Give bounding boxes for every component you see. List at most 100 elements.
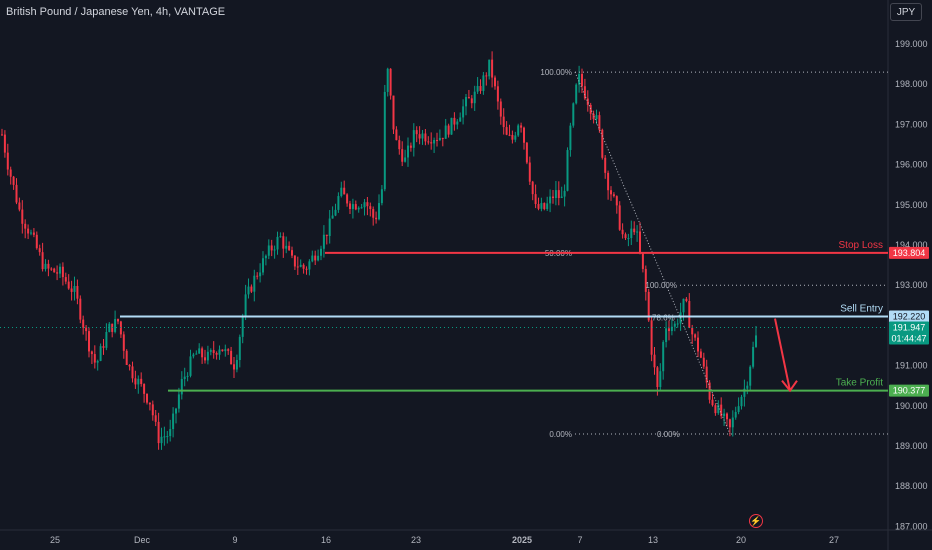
candle-body <box>560 196 563 199</box>
candle-body <box>409 145 412 148</box>
candle-body <box>334 209 337 216</box>
candle-body <box>183 376 186 380</box>
candle-body <box>61 266 64 278</box>
price-tick-label: 189.000 <box>895 441 928 451</box>
candle-body <box>668 328 670 332</box>
candle-body <box>262 258 264 273</box>
candle-body <box>627 238 630 240</box>
candle-body <box>456 121 459 125</box>
candle-body <box>256 275 259 277</box>
lightning-icon[interactable]: ⚡ <box>749 514 763 528</box>
candle-body <box>691 327 694 335</box>
candle-body <box>601 129 604 158</box>
candle-body <box>32 232 35 235</box>
candle-body <box>453 117 456 125</box>
candle-body <box>105 331 108 348</box>
candle-body <box>96 360 99 363</box>
candle-body <box>59 266 61 274</box>
candle-body <box>528 162 531 182</box>
candle-body <box>343 187 346 195</box>
fib-b-label: 0.00% <box>657 430 680 439</box>
candle-body <box>401 149 404 162</box>
candle-body <box>418 134 421 139</box>
candle-body <box>250 286 253 292</box>
candle-body <box>296 266 299 268</box>
candle-body <box>398 140 401 150</box>
fib-a-label: 100.00% <box>540 68 572 77</box>
candle-body <box>412 130 415 148</box>
candle-body <box>723 413 726 417</box>
currency-button[interactable]: JPY <box>890 3 922 21</box>
candle-body <box>421 133 424 139</box>
candle-body <box>656 367 659 388</box>
candle-body <box>322 234 325 249</box>
candle-body <box>549 196 552 204</box>
candle-body <box>444 125 447 139</box>
candle-body <box>511 135 514 140</box>
sell-entry-badge <box>889 310 929 323</box>
candle-body <box>554 190 557 198</box>
candle-body <box>569 125 572 151</box>
candle-body <box>566 150 569 191</box>
candle-body <box>624 234 627 239</box>
candle-body <box>465 97 467 107</box>
candle-body <box>586 98 589 105</box>
take-profit-badge-text: 190.377 <box>893 386 926 396</box>
candle-body <box>702 357 705 367</box>
candle-body <box>749 366 752 386</box>
candle-body <box>67 281 70 289</box>
candle-body <box>27 228 30 234</box>
countdown-text: 01:44:47 <box>891 334 926 344</box>
candle-body <box>517 125 520 136</box>
candle-body <box>618 205 621 230</box>
candle-body <box>160 436 163 444</box>
candle-body <box>502 116 505 128</box>
candle-body <box>360 207 363 209</box>
candle-body <box>630 228 633 239</box>
candle-body <box>175 408 177 414</box>
candle-body <box>230 350 233 365</box>
time-tick-label: 25 <box>50 535 60 545</box>
candle-body <box>235 360 238 370</box>
candle-body <box>378 203 380 220</box>
candle-body <box>581 73 583 87</box>
candle-body <box>720 404 723 417</box>
candle-body <box>572 103 575 126</box>
time-tick-label: 23 <box>411 535 421 545</box>
candle-body <box>79 298 82 320</box>
candle-body <box>673 323 676 327</box>
candle-body <box>676 323 679 325</box>
candle-body <box>73 285 76 292</box>
candle-body <box>505 127 508 135</box>
fib-a-label: 0.00% <box>549 430 572 439</box>
candle-body <box>38 248 41 253</box>
candle-body <box>641 252 644 269</box>
candle-body <box>308 261 311 270</box>
candle-body <box>35 234 38 249</box>
sell-entry-badge-text: 192.220 <box>893 312 926 322</box>
candle-body <box>473 91 476 104</box>
candle-body <box>610 190 612 195</box>
candle-body <box>639 231 641 253</box>
candle-body <box>122 334 125 351</box>
price-tick-label: 198.000 <box>895 79 928 89</box>
candle-body <box>99 346 102 361</box>
candle-body <box>543 203 546 210</box>
candle-body <box>578 73 581 85</box>
candle-body <box>531 181 534 195</box>
candle-body <box>369 206 372 210</box>
candle-body <box>117 319 119 322</box>
candle-body <box>227 349 230 351</box>
candle-body <box>114 319 117 332</box>
candle-body <box>653 354 656 368</box>
candle-body <box>520 125 523 128</box>
candle-body <box>534 194 537 205</box>
candle-body <box>743 388 746 397</box>
candle-body <box>270 245 273 251</box>
candle-body <box>151 404 154 416</box>
time-tick-label: 27 <box>829 535 839 545</box>
candle-body <box>180 379 183 395</box>
time-tick-label: 13 <box>648 535 658 545</box>
candle-body <box>728 419 731 428</box>
